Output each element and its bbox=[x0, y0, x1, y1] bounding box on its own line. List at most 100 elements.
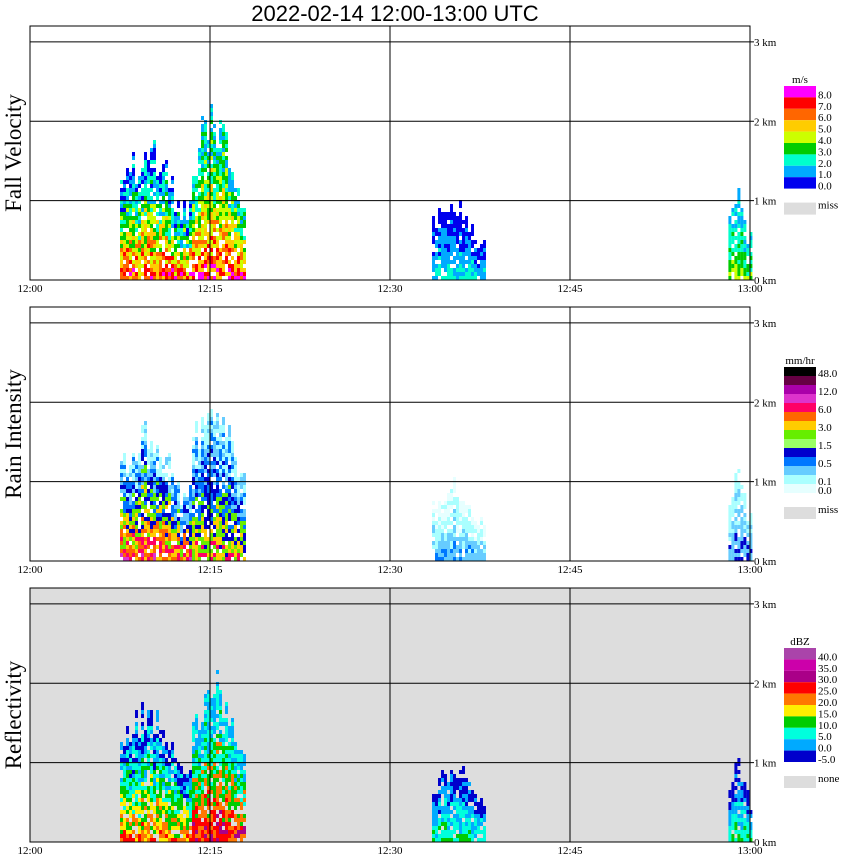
echo-cell bbox=[204, 754, 207, 758]
echo-cell bbox=[123, 533, 126, 537]
echo-cell bbox=[210, 445, 213, 449]
echo-cell bbox=[135, 758, 138, 762]
echo-cell bbox=[731, 545, 735, 549]
echo-cell bbox=[144, 762, 147, 766]
echo-cell bbox=[243, 517, 246, 521]
echo-cell bbox=[222, 188, 225, 192]
echo-cell bbox=[141, 244, 144, 248]
echo-cell bbox=[435, 806, 438, 810]
echo-cell bbox=[159, 533, 162, 537]
echo-cell bbox=[135, 549, 138, 553]
echo-cell bbox=[204, 770, 207, 774]
echo-cell bbox=[195, 742, 198, 746]
echo-cell bbox=[234, 525, 237, 529]
echo-cell bbox=[123, 497, 126, 501]
echo-cell bbox=[150, 557, 153, 561]
echo-cell bbox=[174, 252, 177, 256]
echo-cell bbox=[228, 786, 231, 790]
echo-cell bbox=[225, 762, 228, 766]
echo-cell bbox=[447, 272, 450, 276]
echo-cell bbox=[135, 806, 138, 810]
echo-cell bbox=[728, 521, 732, 525]
echo-cell bbox=[171, 770, 174, 774]
echo-cell bbox=[156, 272, 159, 276]
echo-cell bbox=[734, 236, 738, 240]
echo-cell bbox=[438, 216, 441, 220]
echo-cell bbox=[207, 818, 210, 822]
echo-cell bbox=[468, 272, 471, 276]
echo-cell bbox=[195, 264, 198, 268]
echo-cell bbox=[435, 549, 438, 553]
echo-cell bbox=[147, 557, 150, 561]
echo-cell bbox=[153, 489, 156, 493]
echo-cell bbox=[740, 533, 744, 537]
echo-cell bbox=[234, 493, 237, 497]
echo-cell bbox=[483, 818, 486, 822]
echo-cell bbox=[222, 754, 225, 758]
echo-cell bbox=[728, 545, 732, 549]
echo-cell bbox=[462, 790, 465, 794]
echo-cell bbox=[150, 742, 153, 746]
echo-cell bbox=[171, 746, 174, 750]
echo-cell bbox=[126, 778, 129, 782]
echo-cell bbox=[219, 529, 222, 533]
echo-cell bbox=[150, 228, 153, 232]
echo-cell bbox=[474, 810, 477, 814]
echo-cell bbox=[225, 822, 228, 826]
echo-cell bbox=[195, 232, 198, 236]
echo-cell bbox=[177, 798, 180, 802]
echo-cell bbox=[156, 714, 159, 718]
echo-cell bbox=[141, 798, 144, 802]
echo-cell bbox=[126, 505, 129, 509]
echo-cell bbox=[189, 541, 192, 545]
echo-cell bbox=[135, 529, 138, 533]
echo-cell bbox=[141, 192, 144, 196]
echo-cell bbox=[156, 240, 159, 244]
echo-cell bbox=[483, 826, 486, 830]
echo-cell bbox=[207, 489, 210, 493]
echo-cell bbox=[186, 497, 189, 501]
echo-cell bbox=[153, 264, 156, 268]
echo-cell bbox=[132, 822, 135, 826]
chart-title: 2022-02-14 12:00-13:00 UTC bbox=[251, 1, 539, 26]
echo-cell bbox=[207, 493, 210, 497]
echo-cell bbox=[192, 449, 195, 453]
echo-cell bbox=[192, 268, 195, 272]
echo-cell bbox=[168, 208, 171, 212]
echo-cell bbox=[234, 268, 237, 272]
echo-cell bbox=[201, 778, 204, 782]
echo-cell bbox=[210, 176, 213, 180]
echo-cell bbox=[216, 489, 219, 493]
echo-cell bbox=[171, 513, 174, 517]
echo-cell bbox=[129, 826, 132, 830]
echo-cell bbox=[150, 248, 153, 252]
echo-cell bbox=[213, 517, 216, 521]
echo-cell bbox=[141, 750, 144, 754]
echo-cell bbox=[168, 228, 171, 232]
echo-cell bbox=[156, 786, 159, 790]
echo-cell bbox=[147, 240, 150, 244]
echo-cell bbox=[222, 176, 225, 180]
echo-cell bbox=[216, 260, 219, 264]
echo-cell bbox=[180, 774, 183, 778]
echo-cell bbox=[156, 473, 159, 477]
echo-cell bbox=[129, 276, 132, 280]
echo-cell bbox=[441, 806, 444, 810]
echo-cell bbox=[129, 244, 132, 248]
echo-cell bbox=[447, 264, 450, 268]
echo-cell bbox=[141, 477, 144, 481]
echo-cell bbox=[171, 525, 174, 529]
echo-cell bbox=[165, 782, 168, 786]
echo-cell bbox=[456, 529, 459, 533]
echo-cell bbox=[123, 493, 126, 497]
echo-cell bbox=[435, 545, 438, 549]
echo-cell bbox=[195, 718, 198, 722]
echo-cell bbox=[165, 228, 168, 232]
echo-cell bbox=[174, 529, 177, 533]
echo-cell bbox=[477, 272, 480, 276]
echo-cell bbox=[225, 489, 228, 493]
echo-cell bbox=[159, 228, 162, 232]
echo-cell bbox=[243, 509, 246, 513]
echo-cell bbox=[195, 746, 198, 750]
echo-cell bbox=[483, 830, 486, 834]
